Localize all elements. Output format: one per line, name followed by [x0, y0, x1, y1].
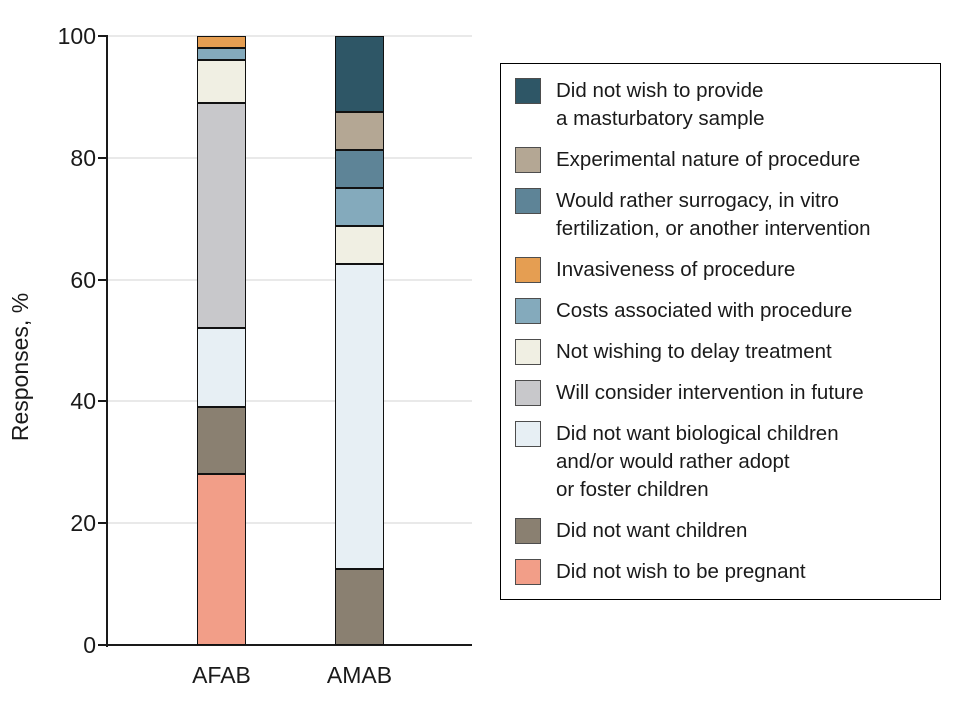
legend-color-swatch — [515, 339, 541, 365]
y-tick-label-40: 40 — [70, 388, 96, 415]
legend-color-swatch — [515, 380, 541, 406]
legend-item: Did not wish to be pregnant — [515, 558, 926, 586]
x-axis-line — [106, 644, 472, 646]
bar-segment — [197, 328, 246, 408]
legend-item: Invasiveness of procedure — [515, 256, 926, 284]
gridline-100 — [106, 35, 472, 37]
legend-item-label: Not wishing to delay treatment — [556, 340, 832, 363]
y-tick-label-60: 60 — [70, 266, 96, 293]
bar-segment — [197, 474, 246, 645]
legend-item: Did not want biological children and/or … — [515, 420, 926, 504]
bar-segment — [335, 568, 384, 645]
bar-segment — [197, 407, 246, 475]
legend-color-swatch — [515, 188, 541, 214]
y-tick-label-100: 100 — [57, 23, 96, 49]
legend-color-swatch — [515, 78, 541, 104]
legend-color-swatch — [515, 518, 541, 544]
legend-item: Did not wish to provide a masturbatory s… — [515, 77, 926, 133]
bar-segment — [197, 36, 246, 49]
legend-item-label: Will consider intervention in future — [556, 381, 864, 404]
x-category-label-afab: AFAB — [192, 662, 251, 688]
legend-color-swatch — [515, 559, 541, 585]
y-axis-line — [106, 35, 108, 647]
gridline-20 — [106, 522, 472, 525]
y-tick-label-80: 80 — [70, 144, 96, 171]
legend-item: Would rather surrogacy, in vitro fertili… — [515, 187, 926, 243]
gridline-80 — [106, 156, 472, 159]
y-tick-label-20: 20 — [70, 510, 96, 537]
y-tick-80 — [98, 156, 106, 159]
y-axis-title: Responses, % — [7, 292, 33, 442]
bar-segment — [335, 226, 384, 265]
gridline-60 — [106, 278, 472, 281]
bar-segment — [197, 48, 246, 61]
legend-color-swatch — [515, 421, 541, 447]
y-tick-label-0: 0 — [83, 632, 96, 658]
bar-segment — [335, 112, 384, 151]
bar-segment — [335, 188, 384, 227]
y-tick-20 — [98, 522, 106, 525]
legend-box: Did not wish to provide a masturbatory s… — [500, 63, 941, 600]
bar-segment — [335, 150, 384, 189]
bar-segment — [335, 264, 384, 569]
legend-item-label: Experimental nature of procedure — [556, 148, 861, 171]
legend-item-label: Invasiveness of procedure — [556, 258, 796, 281]
gridline-40 — [106, 400, 472, 403]
legend-item-label: Costs associated with procedure — [556, 299, 853, 322]
legend-color-swatch — [515, 147, 541, 173]
x-category-label-amab: AMAB — [326, 662, 393, 688]
y-tick-60 — [98, 278, 106, 281]
legend-item-label: Did not wish to provide a masturbatory s… — [556, 79, 765, 130]
y-tick-100 — [98, 35, 106, 37]
legend-item: Costs associated with procedure — [515, 297, 926, 325]
legend-item-label: Did not want biological children and/or … — [556, 422, 839, 501]
bar-segment — [197, 60, 246, 103]
bar-segment — [197, 102, 246, 329]
legend-item-label: Did not want children — [556, 519, 748, 542]
legend-item: Experimental nature of procedure — [515, 146, 926, 174]
legend-item: Did not want children — [515, 517, 926, 545]
bar-segment — [335, 36, 384, 113]
legend-item: Will consider intervention in future — [515, 379, 926, 407]
legend-item-label: Would rather surrogacy, in vitro fertili… — [556, 189, 871, 240]
legend-color-swatch — [515, 257, 541, 283]
legend-item-label: Did not wish to be pregnant — [556, 560, 806, 583]
y-tick-0 — [98, 644, 106, 646]
y-tick-40 — [98, 400, 106, 403]
legend-color-swatch — [515, 298, 541, 324]
legend-item: Not wishing to delay treatment — [515, 338, 926, 366]
